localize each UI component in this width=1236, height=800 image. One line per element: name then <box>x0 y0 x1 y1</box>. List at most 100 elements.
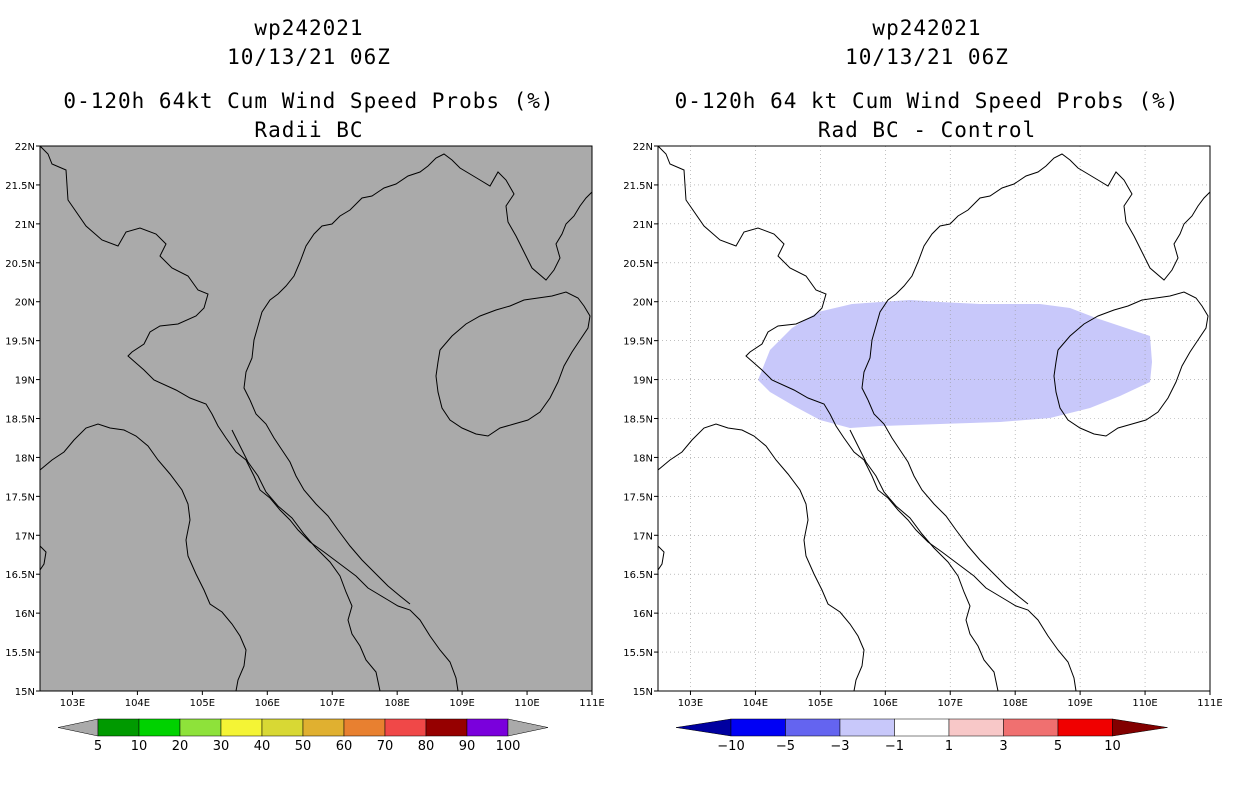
colorbar-segment <box>179 718 222 737</box>
probability-map: 22N 21.5N 21N 20.5N 20N 19.5N 19N 18.5N 18N 17.5N… <box>5 142 604 754</box>
colorbar-segment <box>948 718 1004 737</box>
colorbar-label: 3 <box>999 739 1007 754</box>
lat-label: 19N <box>15 376 35 387</box>
difference-map: 22N 21.5N 21N 20.5N 20N 19.5N 19N 18.5N 18N 17.5N… <box>623 142 1222 754</box>
coastline <box>231 429 381 692</box>
lat-label: 17N <box>633 531 653 542</box>
colorbar-over-arrow <box>507 718 549 737</box>
coastline <box>1053 291 1209 437</box>
lon-label: 103E <box>678 698 703 709</box>
lat-label: 18N <box>15 453 35 464</box>
colorbar-segment <box>343 718 386 737</box>
colorbar-label: 70 <box>377 739 394 754</box>
colorbar-label: 60 <box>336 739 353 754</box>
lon-label: 107E <box>320 698 345 709</box>
probability-difference-area <box>758 300 1152 428</box>
lat-label: 15.5N <box>5 648 35 659</box>
coastline <box>657 423 865 692</box>
coastline <box>243 153 593 401</box>
lat-label: 18.5N <box>5 415 35 426</box>
colorbar-label: 10 <box>1104 739 1121 754</box>
lat-label: 22N <box>633 142 653 153</box>
lat-label: 18.5N <box>623 415 653 426</box>
lat-label: 21N <box>15 220 35 231</box>
lon-label: 109E <box>449 698 474 709</box>
left-panel: wp242021 10/13/21 06Z 0-120h 64kt Cum Wi… <box>5 16 604 754</box>
lon-label: 105E <box>808 698 833 709</box>
lat-label: 20.5N <box>623 259 653 270</box>
colorbar-segment <box>730 718 786 737</box>
colorbar-segment <box>220 718 263 737</box>
colorbar-label: 10 <box>131 739 148 754</box>
lat-label: 21.5N <box>623 181 653 192</box>
lat-label: 15.5N <box>623 648 653 659</box>
lat-label: 17.5N <box>5 492 35 503</box>
lon-label: 104E <box>125 698 150 709</box>
colorbar-segment <box>384 718 427 737</box>
panel-subtitle: Radii BC <box>254 118 364 142</box>
lon-label: 110E <box>1132 698 1157 709</box>
colorbar-segment <box>138 718 181 737</box>
coastline <box>39 545 47 571</box>
coastline <box>657 545 665 571</box>
forecast-datetime: 10/13/21 06Z <box>845 45 1009 69</box>
colorbar-under-arrow <box>675 718 732 737</box>
lat-label: 19.5N <box>5 337 35 348</box>
forecast-datetime: 10/13/21 06Z <box>227 45 391 69</box>
lon-label: 110E <box>514 698 539 709</box>
colorbar-label: −3 <box>830 739 849 754</box>
coastline <box>39 145 459 692</box>
colorbar-segment <box>785 718 841 737</box>
map-background <box>40 146 592 691</box>
product-title: 0-120h 64kt Cum Wind Speed Probs (%) <box>63 89 555 113</box>
lon-label: 103E <box>60 698 85 709</box>
product-title: 0-120h 64 kt Cum Wind Speed Probs (%) <box>674 89 1180 113</box>
lat-label: 16.5N <box>5 570 35 581</box>
lat-label: 22N <box>15 142 35 153</box>
lat-label: 19.5N <box>623 337 653 348</box>
lat-label: 20N <box>633 298 653 309</box>
colorbar-label: −1 <box>885 739 904 754</box>
lat-label: 15N <box>633 687 653 698</box>
colorbar-label: 80 <box>418 739 435 754</box>
storm-id: wp242021 <box>254 16 364 40</box>
colorbar-label: −10 <box>717 739 744 754</box>
lon-label: 108E <box>384 698 409 709</box>
lon-label: 105E <box>190 698 215 709</box>
colorbar-label: 20 <box>172 739 189 754</box>
coastline <box>39 423 247 692</box>
colorbar-over-arrow <box>1112 718 1168 737</box>
coastline <box>849 429 999 692</box>
colorbar-label: 1 <box>945 739 953 754</box>
coastline <box>867 399 1029 605</box>
lat-label: 16N <box>15 609 35 620</box>
colorbar-label: 5 <box>94 739 102 754</box>
lon-label: 109E <box>1067 698 1092 709</box>
lat-label: 16.5N <box>623 570 653 581</box>
lat-label: 17.5N <box>623 492 653 503</box>
colorbar-segment <box>839 718 895 737</box>
lon-label: 106E <box>255 698 280 709</box>
colorbar-segment <box>466 718 509 737</box>
colorbar-label: 50 <box>295 739 312 754</box>
panel-subtitle: Rad BC - Control <box>817 118 1037 142</box>
lat-label: 21.5N <box>5 181 35 192</box>
lat-label: 19N <box>633 376 653 387</box>
lat-label: 16N <box>633 609 653 620</box>
lat-label: 20.5N <box>5 259 35 270</box>
coastline <box>657 145 1077 692</box>
coastline <box>249 399 411 605</box>
lon-label: 106E <box>873 698 898 709</box>
coastline <box>435 291 591 437</box>
colorbar-segment <box>425 718 468 737</box>
lon-label: 107E <box>938 698 963 709</box>
lat-label: 20N <box>15 298 35 309</box>
storm-id: wp242021 <box>872 16 982 40</box>
right-panel: wp242021 10/13/21 06Z 0-120h 64 kt Cum W… <box>618 0 1236 800</box>
colorbar-segment <box>1057 718 1113 737</box>
colorbar-segment <box>1003 718 1059 737</box>
lat-label: 15N <box>15 687 35 698</box>
colorbar-under-arrow <box>57 718 99 737</box>
lon-label: 111E <box>1197 698 1222 709</box>
lat-label: 17N <box>15 531 35 542</box>
